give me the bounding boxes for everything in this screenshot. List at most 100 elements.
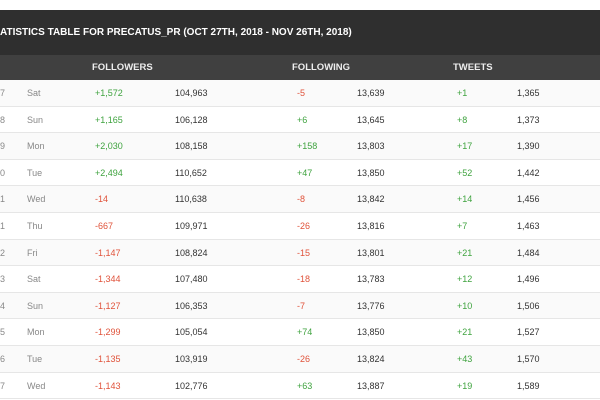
table-title: ATISTICS TABLE FOR PRECATUS_PR (OCT 27TH… bbox=[0, 10, 600, 55]
weekday: Tue bbox=[27, 167, 43, 178]
table-row: 8 Sun +1,165 106,128 +6 13,645 +8 1,373 bbox=[0, 107, 600, 134]
tweets-change: +1 bbox=[457, 88, 468, 98]
tweets-total: 1,570 bbox=[517, 354, 540, 364]
date: 6 bbox=[0, 354, 6, 364]
date: 0 bbox=[0, 167, 6, 178]
followers-change: -1,147 bbox=[95, 247, 121, 258]
tweets-change: +52 bbox=[457, 167, 473, 178]
followers-total: 108,158 bbox=[175, 141, 208, 152]
date: 1 bbox=[0, 221, 6, 231]
following-change: -26 bbox=[297, 354, 311, 364]
table-row: 2 Fri -1,147 108,824 -15 13,801 +21 1,484 bbox=[0, 239, 600, 267]
followers-change: +1,572 bbox=[95, 88, 123, 98]
followers-change: -1,299 bbox=[95, 327, 121, 338]
following-change: -5 bbox=[297, 88, 306, 98]
date: 1 bbox=[0, 194, 6, 205]
date: 5 bbox=[0, 327, 6, 338]
table-row: 7 Wed -1,143 102,776 +63 13,887 +19 1,589 bbox=[0, 373, 600, 400]
following-total: 13,824 bbox=[357, 354, 385, 364]
weekday: Wed bbox=[27, 380, 46, 391]
following-change: +63 bbox=[297, 380, 313, 391]
tweets-total: 1,373 bbox=[517, 114, 540, 125]
table-row: 3 Sat -1,344 107,480 -18 13,783 +12 1,496 bbox=[0, 266, 600, 293]
followers-total: 106,353 bbox=[175, 300, 208, 311]
table-row: 1 Wed -14 110,638 -8 13,842 +14 1,456 bbox=[0, 186, 600, 213]
tweets-change: +17 bbox=[457, 141, 473, 152]
tweets-change: +14 bbox=[457, 194, 473, 205]
following-change: +6 bbox=[297, 114, 308, 125]
following-change: +74 bbox=[297, 327, 313, 338]
date: 8 bbox=[0, 114, 6, 125]
followers-change: -1,135 bbox=[95, 354, 121, 364]
tweets-total: 1,456 bbox=[517, 194, 540, 205]
table-row: 4 Sun -1,127 106,353 -7 13,776 +10 1,506 bbox=[0, 292, 600, 320]
following-change: -8 bbox=[297, 194, 306, 205]
tweets-change: +7 bbox=[457, 221, 468, 231]
tweets-total: 1,463 bbox=[517, 221, 540, 231]
following-change: -18 bbox=[297, 274, 311, 285]
followers-total: 110,638 bbox=[175, 194, 207, 205]
following-total: 13,887 bbox=[357, 380, 385, 391]
weekday: Sun bbox=[27, 114, 44, 125]
following-change: +47 bbox=[297, 167, 313, 178]
following-total: 13,639 bbox=[357, 88, 385, 98]
followers-change: -667 bbox=[95, 221, 114, 231]
date: 7 bbox=[0, 380, 6, 391]
followers-change: -1,344 bbox=[95, 274, 121, 285]
followers-total: 105,054 bbox=[175, 327, 208, 338]
tweets-total: 1,496 bbox=[517, 274, 540, 285]
column-header: FOLLOWING bbox=[292, 62, 351, 73]
date: 7 bbox=[0, 88, 6, 98]
followers-total: 104,963 bbox=[175, 88, 208, 98]
tweets-total: 1,390 bbox=[517, 141, 540, 152]
following-change: -7 bbox=[297, 300, 306, 311]
table-row: 7 Sat +1,572 104,963 -5 13,639 +1 1,365 bbox=[0, 80, 600, 107]
followers-change: -14 bbox=[95, 194, 109, 205]
following-total: 13,842 bbox=[357, 194, 385, 205]
column-header: TWEETS bbox=[453, 62, 493, 73]
followers-change: +2,030 bbox=[95, 141, 123, 152]
tweets-total: 1,442 bbox=[517, 167, 540, 178]
following-total: 13,783 bbox=[357, 274, 385, 285]
tweets-change: +10 bbox=[457, 300, 473, 311]
weekday: Fri bbox=[27, 247, 38, 258]
weekday: Thu bbox=[27, 221, 43, 231]
date: 2 bbox=[0, 247, 6, 258]
following-total: 13,816 bbox=[357, 221, 385, 231]
followers-total: 109,971 bbox=[175, 221, 208, 231]
weekday: Wed bbox=[27, 194, 46, 205]
tweets-change: +21 bbox=[457, 327, 473, 338]
following-change: +158 bbox=[297, 141, 318, 152]
tweets-total: 1,527 bbox=[517, 327, 540, 338]
date: 4 bbox=[0, 300, 6, 311]
following-total: 13,850 bbox=[357, 327, 385, 338]
tweets-change: +21 bbox=[457, 247, 473, 258]
table-row: 5 Mon -1,299 105,054 +74 13,850 +21 1,527 bbox=[0, 319, 600, 346]
tweets-change: +19 bbox=[457, 380, 473, 391]
weekday: Mon bbox=[27, 327, 45, 338]
weekday: Sun bbox=[27, 300, 44, 311]
table-row: 9 Mon +2,030 108,158 +158 13,803 +17 1,390 bbox=[0, 133, 600, 160]
tweets-change: +43 bbox=[457, 354, 473, 364]
tweets-total: 1,365 bbox=[517, 88, 540, 98]
tweets-change: +12 bbox=[457, 274, 473, 285]
column-header-row: FOLLOWERS FOLLOWING TWEETS bbox=[0, 55, 600, 80]
weekday: Sat bbox=[27, 274, 41, 285]
weekday: Tue bbox=[27, 354, 43, 364]
following-total: 13,803 bbox=[357, 141, 385, 152]
weekday: Mon bbox=[27, 141, 45, 152]
tweets-total: 1,484 bbox=[517, 247, 540, 258]
followers-change: -1,143 bbox=[95, 380, 121, 391]
table-row: 1 Thu -667 109,971 -26 13,816 +7 1,463 bbox=[0, 213, 600, 240]
table-row: 6 Tue -1,135 103,919 -26 13,824 +43 1,570 bbox=[0, 346, 600, 373]
followers-change: -1,127 bbox=[95, 300, 121, 311]
followers-total: 103,919 bbox=[175, 354, 208, 364]
followers-total: 110,652 bbox=[175, 167, 207, 178]
table-row: 0 Tue +2,494 110,652 +47 13,850 +52 1,442 bbox=[0, 160, 600, 187]
following-total: 13,776 bbox=[357, 300, 385, 311]
weekday: Sat bbox=[27, 88, 41, 98]
following-change: -26 bbox=[297, 221, 311, 231]
date: 9 bbox=[0, 141, 6, 152]
following-total: 13,850 bbox=[357, 167, 385, 178]
